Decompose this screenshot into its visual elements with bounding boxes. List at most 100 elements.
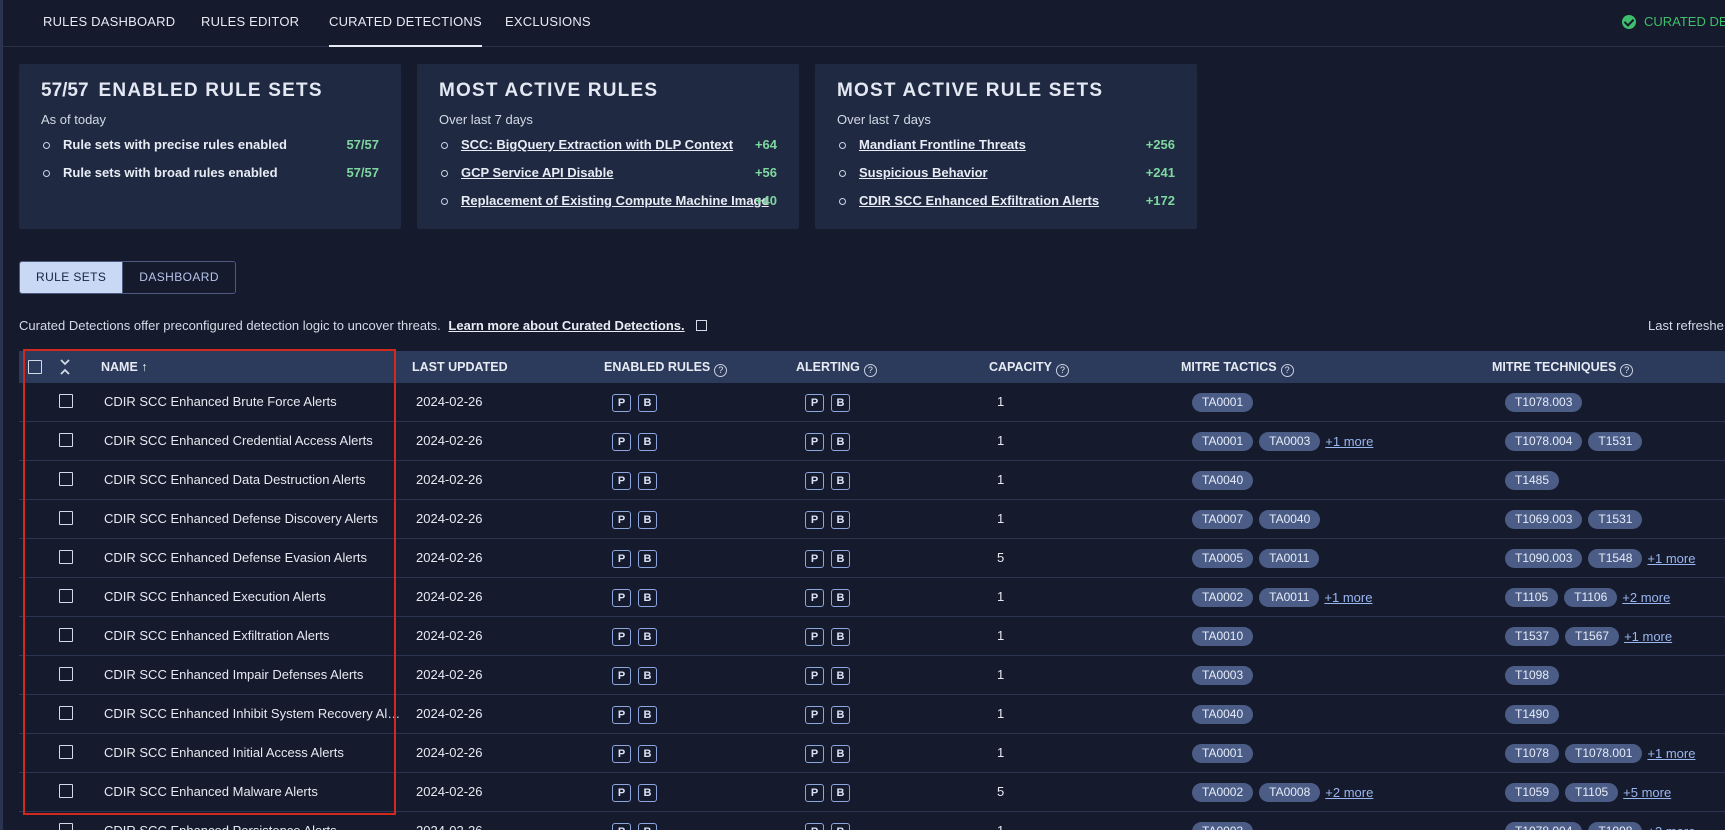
rule-set-name[interactable]: CDIR SCC Enhanced Exfiltration Alerts <box>104 628 330 643</box>
tab-rules-editor[interactable]: RULES EDITOR <box>201 14 300 29</box>
column-header-mitre-tactics[interactable]: MITRE TACTICS? <box>1181 351 1294 383</box>
alerting-header-label: ALERTING <box>796 360 860 374</box>
tactic-more-link[interactable]: +1 more <box>1324 590 1373 605</box>
row-checkbox[interactable] <box>59 667 73 681</box>
rule-set-name[interactable]: CDIR SCC Enhanced Data Destruction Alert… <box>104 472 366 487</box>
rule-set-name[interactable]: CDIR SCC Enhanced Impair Defenses Alerts <box>104 667 364 682</box>
table-row[interactable]: CDIR SCC Enhanced Initial Access Alerts 2… <box>19 734 1725 773</box>
technique-more-link[interactable]: +1 more <box>1647 551 1696 566</box>
row-checkbox[interactable] <box>59 745 73 759</box>
technique-more-link[interactable]: +5 more <box>1623 785 1672 800</box>
mitre-tactics-cell: TA0040 <box>1192 471 1254 490</box>
active-rule-link[interactable]: GCP Service API Disable <box>461 165 614 180</box>
help-icon[interactable]: ? <box>863 364 877 377</box>
table-row[interactable]: CDIR SCC Enhanced Credential Access Aler… <box>19 422 1725 461</box>
enabled-subtitle: As of today <box>41 112 107 127</box>
table-row[interactable]: CDIR SCC Enhanced Execution Alerts 2024-0… <box>19 578 1725 617</box>
help-icon[interactable]: ? <box>714 364 728 377</box>
technique-chip: T1078.003 <box>1505 393 1583 412</box>
column-header-enabled-rules[interactable]: ENABLED RULES? <box>604 351 728 383</box>
mitre-techniques-cell: T1078 T1078.001 +1 more <box>1505 744 1695 763</box>
last-updated: 2024-02-26 <box>416 394 483 409</box>
help-icon[interactable]: ? <box>1620 364 1634 377</box>
active-rule-set-link[interactable]: Mandiant Frontline Threats <box>859 137 1026 152</box>
column-header-name[interactable]: NAME ↑ <box>101 360 148 374</box>
row-checkbox[interactable] <box>59 511 73 525</box>
enabled-rules-badge: B <box>638 589 657 607</box>
table-row[interactable]: CDIR SCC Enhanced Defense Evasion Alerts… <box>19 539 1725 578</box>
tab-exclusions[interactable]: EXCLUSIONS <box>505 14 591 29</box>
technique-more-link[interactable]: +1 more <box>1624 629 1673 644</box>
technique-chip: T1531 <box>1588 510 1643 529</box>
rule-set-name[interactable]: CDIR SCC Enhanced Initial Access Alerts <box>104 745 344 760</box>
last-updated: 2024-02-26 <box>416 589 483 604</box>
rule-set-name[interactable]: CDIR SCC Enhanced Defense Evasion Alerts <box>104 550 368 565</box>
column-header-capacity[interactable]: CAPACITY? <box>989 351 1069 383</box>
active-rule-set-item: Suspicious Behavior +241 <box>837 165 1175 193</box>
rule-set-name[interactable]: CDIR SCC Enhanced Malware Alerts <box>104 784 318 799</box>
row-checkbox[interactable] <box>59 823 73 830</box>
table-row[interactable]: CDIR SCC Enhanced Brute Force Alerts 2024… <box>19 383 1725 422</box>
column-header-mitre-techniques[interactable]: MITRE TECHNIQUES? <box>1492 351 1634 383</box>
rule-sets-toggle-button[interactable]: RULE SETS <box>20 262 123 293</box>
most-active-rule-sets-title: MOST ACTIVE RULE SETS <box>837 80 1104 101</box>
alerting-badge: B <box>831 589 850 607</box>
table-row[interactable]: CDIR SCC Enhanced Malware Alerts 2024-02-… <box>19 773 1725 812</box>
active-rule-set-item: CDIR SCC Enhanced Exfiltration Alerts +17… <box>837 193 1175 221</box>
column-header-last-updated[interactable]: LAST UPDATED <box>412 360 508 374</box>
capacity-value: 1 <box>997 472 1005 487</box>
rule-set-name[interactable]: CDIR SCC Enhanced Execution Alerts <box>104 589 326 604</box>
collapse-expand-icon[interactable] <box>58 358 72 376</box>
row-checkbox[interactable] <box>59 550 73 564</box>
tactic-more-link[interactable]: +1 more <box>1325 434 1374 449</box>
help-icon[interactable]: ? <box>1055 364 1069 377</box>
tab-rules-dashboard[interactable]: RULES DASHBOARD <box>43 14 176 29</box>
active-rule-set-value: +241 <box>1145 165 1175 180</box>
table-row[interactable]: CDIR SCC Enhanced Defense Discovery Aler… <box>19 500 1725 539</box>
row-checkbox[interactable] <box>59 394 73 408</box>
column-header-alerting[interactable]: ALERTING? <box>796 351 877 383</box>
row-checkbox[interactable] <box>59 589 73 603</box>
dashboard-toggle-button[interactable]: DASHBOARD <box>122 262 235 293</box>
help-icon[interactable]: ? <box>1280 364 1294 377</box>
active-rule-link[interactable]: Replacement of Existing Compute Machine … <box>461 193 769 208</box>
enabled-item-value: 57/57 <box>346 137 379 152</box>
table-row[interactable]: CDIR SCC Enhanced Exfiltration Alerts 202… <box>19 617 1725 656</box>
capacity-value: 1 <box>997 589 1005 604</box>
technique-more-link[interactable]: +1 more <box>1647 746 1696 761</box>
alerting-badge: P <box>805 589 824 607</box>
active-rule-link[interactable]: SCC: BigQuery Extraction with DLP Contex… <box>461 137 734 152</box>
rule-set-name[interactable]: CDIR SCC Enhanced Brute Force Alerts <box>104 394 337 409</box>
technique-more-link[interactable]: +3 more <box>1647 824 1695 830</box>
row-checkbox[interactable] <box>59 472 73 486</box>
select-all-checkbox[interactable] <box>28 360 42 374</box>
row-checkbox[interactable] <box>59 433 73 447</box>
table-row[interactable]: CDIR SCC Enhanced Data Destruction Alert… <box>19 461 1725 500</box>
active-rule-set-link[interactable]: Suspicious Behavior <box>859 165 988 180</box>
tab-curated-detections[interactable]: CURATED DETECTIONS <box>329 0 482 47</box>
tactic-chip: TA0008 <box>1259 783 1321 802</box>
table-row[interactable]: CDIR SCC Enhanced Impair Defenses Alerts… <box>19 656 1725 695</box>
enabled-rules-badge: B <box>638 472 657 490</box>
rule-set-name[interactable]: CDIR SCC Enhanced Defense Discovery Aler… <box>104 511 378 526</box>
table-row[interactable]: CDIR SCC Enhanced Persistence Alerts 2024… <box>19 812 1725 830</box>
mitre-tactics-cell: TA0040 <box>1192 705 1254 724</box>
rule-set-name[interactable]: CDIR SCC Enhanced Credential Access Aler… <box>104 433 373 448</box>
capacity-value: 5 <box>997 550 1005 565</box>
row-checkbox[interactable] <box>59 706 73 720</box>
active-rule-set-link[interactable]: CDIR SCC Enhanced Exfiltration Alerts <box>859 193 1100 208</box>
learn-more-link[interactable]: Learn more about Curated Detections. <box>448 318 685 333</box>
row-checkbox[interactable] <box>59 628 73 642</box>
table-row[interactable]: CDIR SCC Enhanced Inhibit System Recover… <box>19 695 1725 734</box>
rule-set-name[interactable]: CDIR SCC Enhanced Inhibit System Recover… <box>104 706 401 721</box>
alerting-badge: B <box>831 745 850 763</box>
external-link-icon[interactable] <box>696 320 708 331</box>
row-checkbox[interactable] <box>59 784 73 798</box>
tactic-more-link[interactable]: +2 more <box>1325 785 1374 800</box>
technique-more-link[interactable]: +2 more <box>1622 590 1671 605</box>
rule-set-name[interactable]: CDIR SCC Enhanced Persistence Alerts <box>104 812 410 830</box>
tactic-chip: TA0040 <box>1192 705 1254 724</box>
